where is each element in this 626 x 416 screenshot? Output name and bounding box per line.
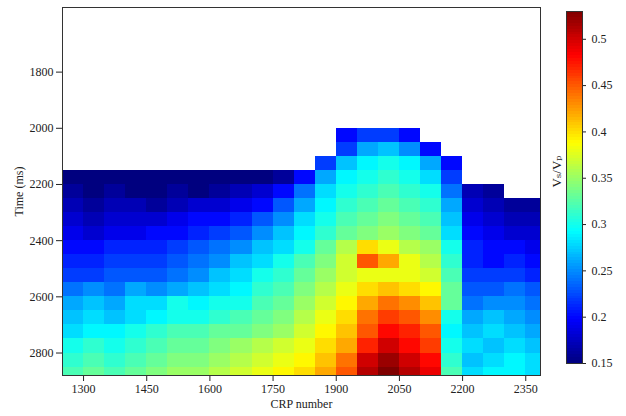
svg-text:2600: 2600 — [30, 290, 54, 304]
svg-text:2050: 2050 — [387, 382, 411, 396]
svg-text:1600: 1600 — [198, 382, 222, 396]
svg-text:0.15: 0.15 — [592, 356, 613, 370]
svg-text:0.35: 0.35 — [592, 171, 613, 185]
svg-text:CRP number: CRP number — [271, 397, 333, 411]
svg-text:2200: 2200 — [30, 177, 54, 191]
svg-text:2350: 2350 — [514, 382, 538, 396]
svg-text:0.5: 0.5 — [592, 32, 607, 46]
svg-text:0.2: 0.2 — [592, 310, 607, 324]
svg-text:2400: 2400 — [30, 234, 54, 248]
svg-text:0.3: 0.3 — [592, 217, 607, 231]
svg-text:1300: 1300 — [72, 382, 96, 396]
svg-text:0.4: 0.4 — [592, 125, 607, 139]
svg-text:2800: 2800 — [30, 346, 54, 360]
svg-text:0.25: 0.25 — [592, 264, 613, 278]
svg-text:1750: 1750 — [261, 382, 285, 396]
svg-text:Vₛ/Vₚ: Vₛ/Vₚ — [549, 156, 564, 188]
svg-text:0.45: 0.45 — [592, 78, 613, 92]
svg-text:1450: 1450 — [135, 382, 159, 396]
svg-text:2200: 2200 — [451, 382, 475, 396]
svg-text:Time (ms): Time (ms) — [12, 167, 26, 217]
svg-text:1900: 1900 — [324, 382, 348, 396]
svg-text:1800: 1800 — [30, 65, 54, 79]
svg-text:2000: 2000 — [30, 121, 54, 135]
